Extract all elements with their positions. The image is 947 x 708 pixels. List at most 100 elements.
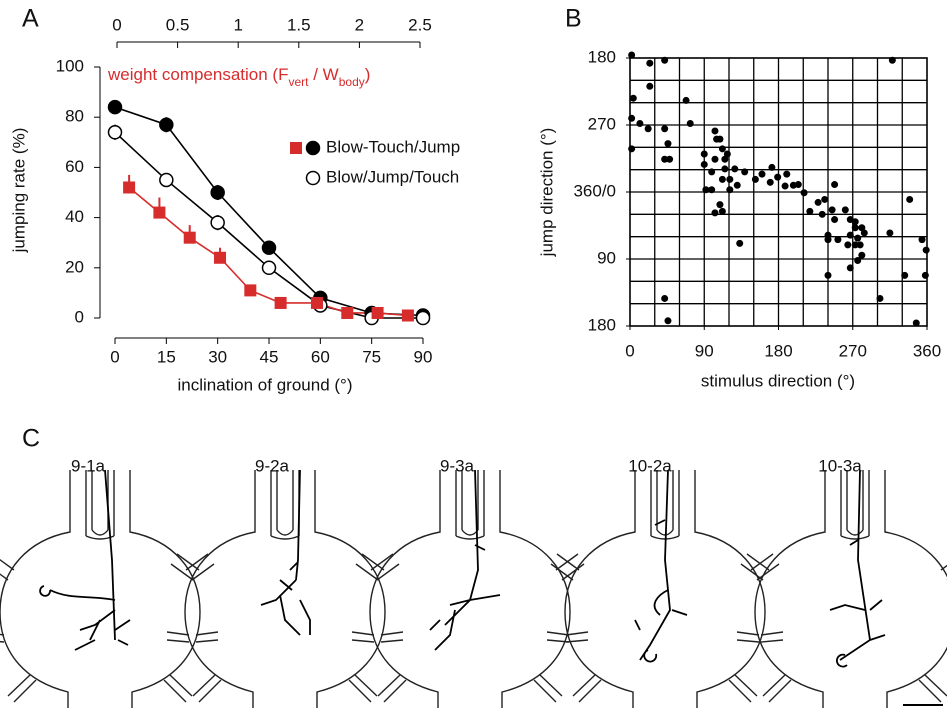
x2-axis-label: weight compensation (Fvert / Wbody) [107, 65, 370, 89]
y-tick-label: 90 [597, 248, 616, 267]
point [708, 168, 716, 176]
x-tick-label: 0 [625, 341, 634, 360]
point [666, 155, 674, 163]
point [844, 241, 852, 249]
panel-label: C [22, 425, 40, 453]
x2-axis-label-part: weight compensation (F [107, 65, 288, 84]
y-tick-label: 180 [588, 47, 616, 66]
point [846, 264, 854, 272]
point [858, 251, 866, 259]
x2-tick-label: 2 [355, 15, 364, 34]
neuron-label: 9-3a [440, 456, 475, 475]
point [834, 236, 842, 244]
point [661, 294, 669, 302]
panel-label: B [565, 5, 582, 33]
marker [107, 125, 123, 140]
point [628, 51, 636, 59]
point [766, 178, 774, 186]
point [918, 236, 926, 244]
point [636, 120, 644, 128]
point [700, 150, 708, 158]
point [783, 170, 791, 178]
y-tick-label: 360/0 [573, 181, 616, 200]
point [794, 181, 802, 189]
point [800, 189, 808, 197]
y-tick-label: 20 [65, 257, 84, 276]
marker [274, 296, 287, 309]
x-tick-label: 90 [695, 341, 714, 360]
marker [261, 240, 277, 255]
point [831, 216, 839, 224]
point [851, 241, 859, 249]
point [716, 135, 724, 143]
marker [401, 309, 414, 322]
point [751, 175, 759, 183]
y-tick-label: 180 [588, 315, 616, 334]
point [856, 241, 864, 249]
point [888, 56, 896, 64]
point [821, 195, 829, 203]
marker [371, 306, 384, 319]
point [781, 182, 789, 190]
point [721, 155, 729, 163]
point [824, 271, 832, 279]
panel-label: A [22, 5, 39, 33]
y-tick-label: 270 [588, 114, 616, 133]
x2-tick-label: 0 [112, 15, 121, 34]
point [774, 173, 782, 181]
point [700, 160, 708, 168]
point [708, 186, 716, 194]
point [912, 319, 920, 327]
x-axis-label: inclination of ground (°) [177, 375, 352, 394]
point [814, 198, 822, 206]
point [733, 181, 741, 189]
point [886, 229, 894, 237]
y-tick-label: 100 [56, 56, 84, 75]
marker [415, 310, 431, 326]
point [718, 207, 726, 215]
neuron-label: 9-2a [255, 456, 290, 475]
point [818, 210, 826, 218]
marker [210, 215, 225, 230]
point [851, 224, 859, 232]
y-tick-label: 80 [65, 107, 84, 126]
neuron-label: 10-2a [628, 456, 672, 475]
y-axis-label: jump direction (°) [537, 128, 556, 258]
ganglion-outline [0, 469, 219, 708]
point [682, 96, 690, 104]
point [831, 181, 839, 189]
point [711, 155, 719, 163]
x-tick-label: 270 [839, 341, 867, 360]
point [718, 175, 726, 183]
point [921, 271, 929, 279]
point [824, 236, 832, 244]
point [854, 256, 862, 264]
marker [261, 260, 277, 276]
point [661, 56, 669, 64]
x2-axis-label-part: body [339, 75, 365, 89]
y-tick-label: 40 [65, 207, 84, 226]
legend-label: Blow-Touch/Jump [326, 137, 460, 156]
marker [310, 296, 323, 309]
x-axis-label: stimulus direction (°) [701, 371, 855, 390]
point [922, 246, 930, 254]
y-tick-label: 0 [75, 307, 84, 326]
point [664, 317, 672, 325]
marker [183, 231, 196, 244]
point [702, 186, 710, 194]
x2-tick-label: 2.5 [408, 15, 432, 34]
x2-axis-label-part: vert [288, 75, 309, 89]
point [661, 125, 669, 133]
point [726, 175, 734, 183]
point [860, 229, 868, 237]
ganglion-drawings [0, 469, 947, 708]
marker [210, 185, 225, 200]
point [726, 186, 734, 194]
x-tick-label: 15 [157, 347, 176, 366]
x-tick-label: 75 [362, 347, 381, 366]
x-tick-label: 90 [414, 347, 433, 366]
point [628, 114, 636, 122]
point [721, 165, 729, 173]
point [628, 145, 636, 153]
marker [341, 306, 354, 319]
